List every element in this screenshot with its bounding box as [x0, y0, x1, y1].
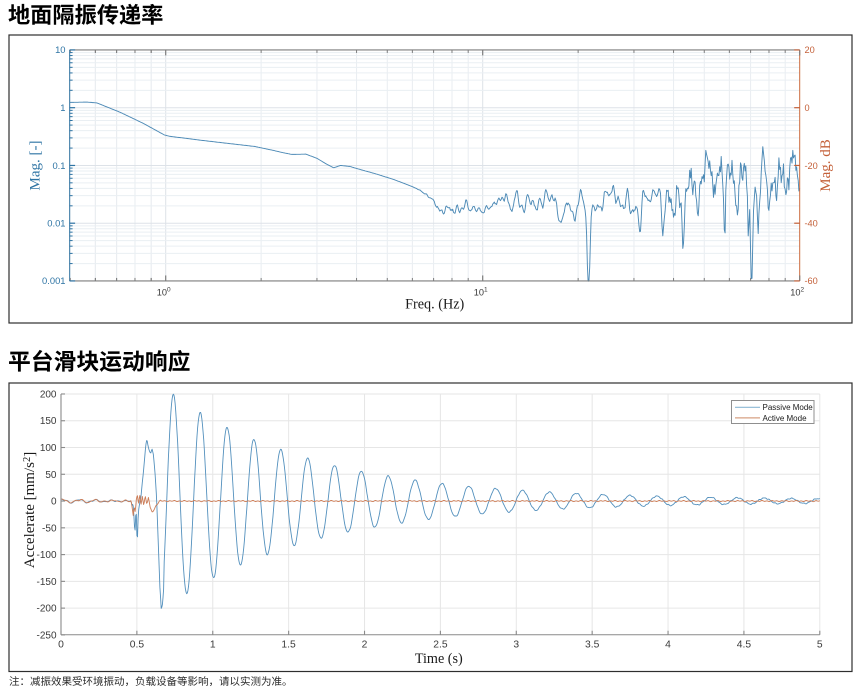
svg-text:4.5: 4.5 — [737, 639, 752, 650]
svg-text:101: 101 — [474, 287, 488, 298]
svg-text:0: 0 — [58, 639, 64, 650]
svg-text:-250: -250 — [36, 630, 56, 641]
svg-text:Active Mode: Active Mode — [763, 414, 808, 423]
svg-text:0.001: 0.001 — [42, 275, 65, 286]
svg-text:Mag. dB: Mag. dB — [818, 139, 834, 192]
svg-text:100: 100 — [40, 443, 57, 454]
svg-text:3: 3 — [513, 639, 519, 650]
svg-text:5: 5 — [817, 639, 823, 650]
svg-text:50: 50 — [45, 470, 57, 481]
svg-text:0.01: 0.01 — [47, 218, 65, 229]
svg-text:Passive Mode: Passive Mode — [763, 403, 814, 412]
svg-text:-40: -40 — [805, 219, 818, 229]
svg-text:-50: -50 — [42, 523, 57, 534]
svg-text:10: 10 — [55, 44, 65, 55]
svg-text:20: 20 — [805, 45, 815, 55]
svg-text:4: 4 — [665, 639, 671, 650]
svg-text:1: 1 — [60, 102, 65, 113]
svg-text:-200: -200 — [36, 604, 56, 615]
svg-text:-60: -60 — [805, 276, 818, 286]
svg-text:200: 200 — [40, 390, 57, 401]
svg-text:100: 100 — [157, 287, 171, 298]
svg-text:150: 150 — [40, 416, 57, 427]
svg-text:-100: -100 — [36, 550, 56, 561]
svg-text:1: 1 — [210, 639, 216, 650]
svg-text:Mag. [-]: Mag. [-] — [28, 141, 44, 191]
svg-text:-150: -150 — [36, 577, 56, 588]
svg-text:0.1: 0.1 — [52, 160, 65, 171]
svg-text:2.5: 2.5 — [433, 639, 448, 650]
svg-text:Time (s): Time (s) — [415, 651, 463, 667]
svg-text:2: 2 — [362, 639, 368, 650]
svg-text:0: 0 — [51, 497, 57, 508]
svg-text:Freq. (Hz): Freq. (Hz) — [405, 297, 464, 313]
svg-text:0.5: 0.5 — [130, 639, 145, 650]
svg-text:-20: -20 — [805, 161, 818, 171]
svg-text:102: 102 — [790, 287, 804, 298]
svg-text:3.5: 3.5 — [585, 639, 600, 650]
svg-text:1.5: 1.5 — [281, 639, 296, 650]
svg-text:0: 0 — [805, 103, 810, 113]
svg-text:Accelerate [mm/s2]: Accelerate [mm/s2] — [22, 452, 38, 568]
